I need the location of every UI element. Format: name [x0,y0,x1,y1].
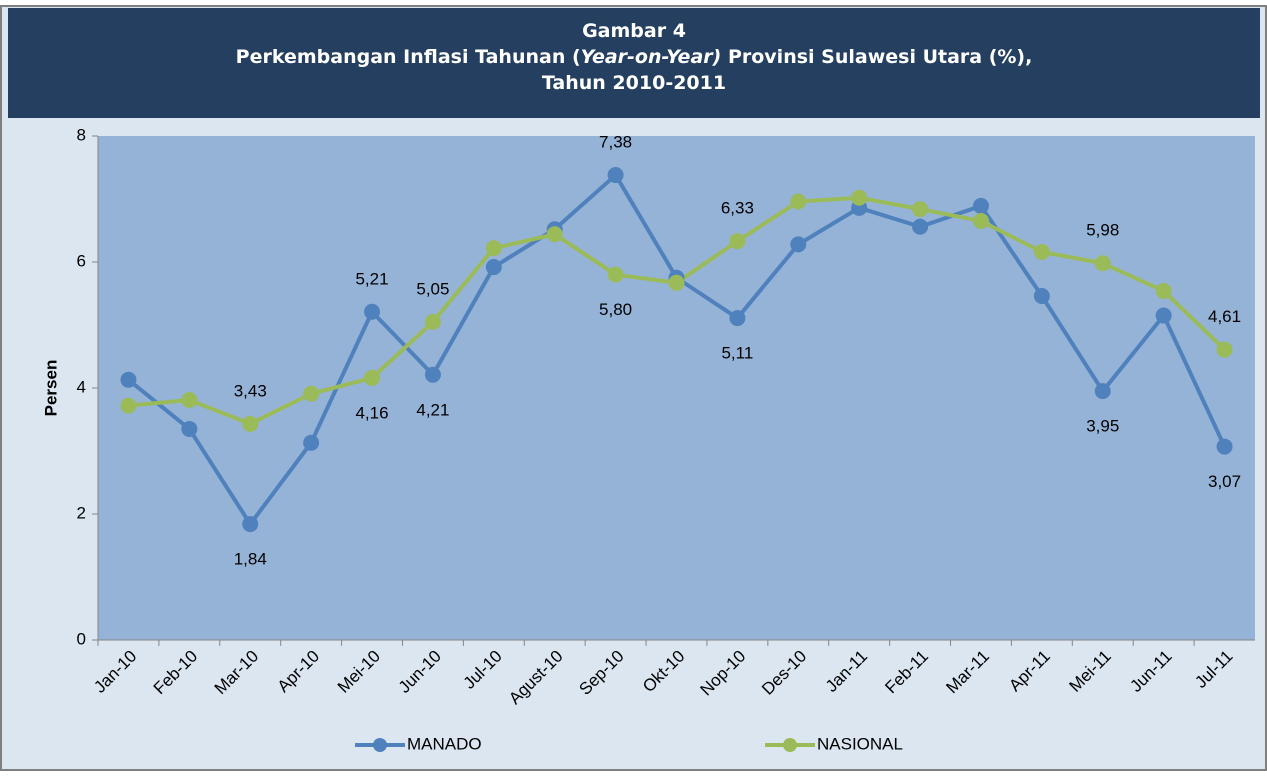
title-run: Tahun 2010-2011 [542,72,726,94]
point [546,226,563,243]
data-label: 3,95 [1086,417,1119,436]
plot-area [98,136,1255,640]
data-label: 1,84 [234,550,267,569]
data-label: 3,43 [234,381,267,400]
point [790,193,807,210]
title-bar [8,8,1260,118]
point [668,274,685,291]
legend-marker [783,738,797,752]
data-label: 4,61 [1208,307,1241,326]
data-label: 5,05 [416,279,449,298]
legend-marker [373,738,387,752]
point [790,236,807,253]
point [1155,307,1172,324]
point [242,415,259,432]
point [120,371,137,388]
y-tick-label: 0 [77,629,86,648]
data-label: 5,80 [599,300,632,319]
legend-label: NASIONAL [817,734,903,753]
point [972,197,989,214]
point [424,313,441,330]
data-label: 5,11 [721,344,753,363]
title-run: Perkembangan Inflasi Tahunan ( [236,46,581,68]
point [364,303,381,320]
point [364,369,381,386]
point [729,233,746,250]
point [485,240,502,257]
point [1094,255,1111,272]
chart-title: Perkembangan Inflasi Tahunan (Year-on-Ye… [236,46,1033,68]
title-run: Provinsi Sulawesi Utara (%), [721,46,1032,68]
chart-title: Gambar 4 [582,20,686,42]
data-label: 3,07 [1208,472,1241,491]
legend-label: MANADO [407,734,482,753]
point [1033,243,1050,260]
point [1094,383,1111,400]
point [1033,288,1050,305]
y-axis-label: Persen [41,360,60,417]
point [424,366,441,383]
point [607,266,624,283]
point [303,385,320,402]
point [912,201,929,218]
y-tick-label: 8 [77,125,86,144]
point [303,434,320,451]
point [729,310,746,327]
point [912,218,929,235]
point [1216,438,1233,455]
data-label: 6,33 [721,199,754,218]
point [120,397,137,414]
data-label: 5,21 [355,269,388,288]
data-label: 7,38 [599,133,632,152]
data-label: 4,16 [355,403,388,422]
y-tick-label: 2 [77,503,86,522]
point [1155,282,1172,299]
title-run: Gambar 4 [582,20,686,42]
point [485,259,502,276]
point [607,167,624,184]
point [181,391,198,408]
data-label: 4,21 [416,400,449,419]
y-tick-label: 4 [77,377,86,396]
point [851,189,868,206]
y-tick-label: 6 [77,251,86,270]
point [972,213,989,230]
point [242,516,259,533]
chart-title: Tahun 2010-2011 [542,72,726,94]
point [181,420,198,437]
data-label: 5,98 [1086,221,1119,240]
point [1216,341,1233,358]
title-run: Year-on-Year) [581,46,722,68]
